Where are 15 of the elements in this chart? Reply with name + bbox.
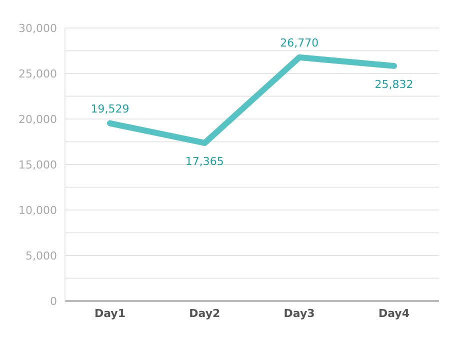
y-tick-label: 30,000 [18,22,57,35]
x-tick-label: Day1 [94,306,126,320]
data-label: 25,832 [374,78,414,91]
y-tick-label: 5,000 [26,249,57,262]
x-tick-label: Day3 [284,306,315,320]
y-tick-label: 0 [50,294,57,308]
data-label: 26,770 [280,36,319,50]
x-tick-label: Day2 [189,306,220,320]
y-tick-label: 20,000 [18,112,57,126]
y-tick-label: 10,000 [18,204,57,217]
y-tick-label: 15,000 [18,158,57,172]
x-tick-label: Day4 [378,306,410,320]
data-label: 19,529 [90,102,130,116]
y-tick-label: 25,000 [18,67,57,80]
data-label: 17,365 [185,154,224,168]
